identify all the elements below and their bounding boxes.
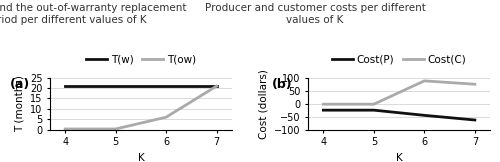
Cost(P) xyxy=(422,114,428,116)
Line: Cost(P): Cost(P) xyxy=(324,110,475,120)
Cost(C) xyxy=(320,103,326,105)
Cost(P) xyxy=(371,109,377,111)
T(ow) xyxy=(214,85,220,87)
Line: Cost(C): Cost(C) xyxy=(324,81,475,104)
Cost(C) xyxy=(371,103,377,105)
Cost(P) xyxy=(472,119,478,121)
Text: Producer and customer costs per different
values of K: Producer and customer costs per differen… xyxy=(204,3,426,25)
Cost(C) xyxy=(472,83,478,85)
Y-axis label: Cost (dollars): Cost (dollars) xyxy=(258,69,268,139)
T(w) xyxy=(62,85,68,87)
X-axis label: K: K xyxy=(396,153,402,162)
Text: (a): (a) xyxy=(10,78,30,91)
T(ow) xyxy=(62,128,68,130)
Text: (b): (b) xyxy=(272,78,292,91)
Y-axis label: T (months): T (months) xyxy=(14,75,24,132)
T(w) xyxy=(163,85,169,87)
X-axis label: K: K xyxy=(138,153,144,162)
Cost(C) xyxy=(422,80,428,82)
T(ow) xyxy=(163,116,169,118)
Line: T(ow): T(ow) xyxy=(65,86,216,129)
T(w) xyxy=(112,85,118,87)
Cost(P) xyxy=(320,109,326,111)
Text: warranty and the out-of-warranty replacement
period per different values of K: warranty and the out-of-warranty replace… xyxy=(0,3,187,25)
Legend: T(w), T(ow): T(w), T(ow) xyxy=(82,51,200,69)
T(w) xyxy=(214,85,220,87)
Legend: Cost(P), Cost(C): Cost(P), Cost(C) xyxy=(328,51,470,69)
T(ow) xyxy=(112,128,118,130)
